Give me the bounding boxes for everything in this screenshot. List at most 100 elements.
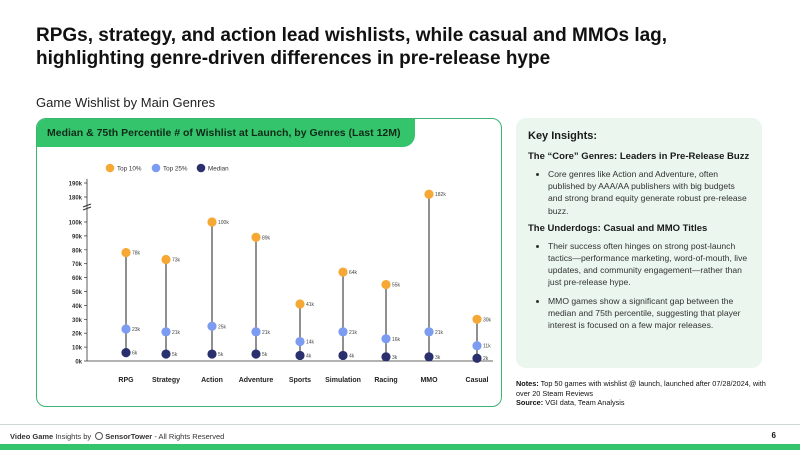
page-title: RPGs, strategy, and action lead wishlist… bbox=[36, 25, 668, 69]
data-label: 89k bbox=[262, 235, 271, 241]
data-label: 55k bbox=[392, 283, 401, 289]
data-point bbox=[161, 349, 171, 359]
data-label: 25k bbox=[218, 324, 227, 330]
data-label: 73k bbox=[172, 258, 181, 264]
data-label: 5k bbox=[262, 352, 268, 358]
footer-accent-bar bbox=[0, 444, 800, 450]
x-tick-label: Racing bbox=[374, 377, 397, 384]
legend-marker bbox=[196, 163, 206, 173]
data-label: 5k bbox=[218, 352, 224, 358]
data-point bbox=[338, 327, 348, 337]
data-label: 21k bbox=[435, 330, 444, 336]
x-tick-label: MMO bbox=[420, 377, 438, 384]
x-tick-label: Casual bbox=[466, 377, 489, 384]
wishlist-chart: 0k 10k 20k 30k 40k 50k 60k 70k 80k 90k 100k 180k 190… bbox=[69, 163, 493, 384]
x-tick-label: Simulation bbox=[325, 377, 361, 384]
insight-bullet: Their success often hinges on strong pos… bbox=[548, 240, 750, 289]
data-label: 4k bbox=[306, 353, 312, 359]
insights-list-underdogs: Their success often hinges on strong pos… bbox=[528, 240, 750, 331]
source-text: VGI data, Team Analysis bbox=[545, 398, 625, 407]
y-tick-label: 50k bbox=[72, 290, 83, 296]
y-tick-label: 70k bbox=[72, 262, 83, 268]
x-tick-label: Strategy bbox=[152, 377, 180, 384]
data-point bbox=[424, 327, 434, 337]
data-point bbox=[251, 232, 261, 242]
y-tick-label: 80k bbox=[72, 248, 83, 254]
axis-break-mark bbox=[82, 203, 92, 208]
data-point bbox=[161, 254, 171, 265]
data-point bbox=[251, 327, 261, 337]
data-point bbox=[472, 314, 482, 324]
data-label: 11k bbox=[483, 344, 491, 350]
data-label: 3k bbox=[392, 355, 398, 361]
notes-block: Notes: Top 50 games with wishlist @ laun… bbox=[516, 379, 776, 408]
data-label: 14k bbox=[306, 340, 315, 346]
insights-heading-underdogs: The Underdogs: Casual and MMO Titles bbox=[528, 222, 708, 234]
data-point bbox=[424, 189, 434, 199]
footer-divider bbox=[0, 424, 800, 425]
data-point bbox=[381, 279, 391, 290]
data-point bbox=[207, 349, 217, 359]
data-point bbox=[295, 336, 305, 347]
x-tick-label: Sports bbox=[289, 377, 311, 384]
data-label: 21k bbox=[172, 330, 181, 336]
y-tick-label: 10k bbox=[72, 346, 83, 352]
data-label: 78k bbox=[132, 251, 141, 257]
data-label: 6k bbox=[132, 351, 138, 357]
data-point bbox=[381, 334, 391, 344]
insight-bullet: Core genres like Action and Adventure, o… bbox=[548, 168, 750, 217]
x-tick-label: Action bbox=[201, 377, 223, 384]
source-label: Source: bbox=[516, 398, 544, 407]
insights-heading-core: The “Core” Genres: Leaders in Pre-Releas… bbox=[528, 151, 750, 162]
data-label: 2k bbox=[483, 356, 489, 362]
y-tick-label: 40k bbox=[72, 304, 83, 310]
data-label: 5k bbox=[172, 352, 178, 358]
data-label: 64k bbox=[349, 270, 358, 276]
legend-marker bbox=[151, 163, 161, 173]
insights-list-core: Core genres like Action and Adventure, o… bbox=[528, 168, 750, 217]
rights-text: - All Rights Reserved bbox=[154, 432, 225, 441]
data-label: 21k bbox=[262, 330, 271, 336]
y-tick-label: 20k bbox=[72, 332, 83, 338]
data-label: 30k bbox=[483, 317, 492, 323]
data-point bbox=[472, 341, 482, 351]
legend-label: Median bbox=[208, 166, 229, 173]
sensortower-logo-icon bbox=[95, 432, 104, 440]
brand-bold: Video Game bbox=[10, 432, 54, 441]
data-point bbox=[251, 349, 261, 359]
data-point bbox=[161, 327, 171, 337]
data-label: 100k bbox=[218, 220, 229, 226]
data-point bbox=[121, 247, 131, 258]
data-point bbox=[472, 353, 482, 363]
insights-title: Key Insights: bbox=[528, 130, 598, 142]
y-tick-label: 90k bbox=[72, 234, 83, 240]
x-tick-label: Adventure bbox=[239, 377, 274, 384]
y-tick-label: 30k bbox=[72, 318, 83, 324]
y-tick-label: 190k bbox=[69, 182, 83, 188]
footer-brand: Video Game Insights by SensorTower - All… bbox=[10, 432, 224, 441]
data-point bbox=[295, 350, 305, 361]
data-label: 23k bbox=[132, 327, 141, 333]
key-insights-panel: Key Insights: The “Core” Genres: Leaders… bbox=[516, 118, 762, 368]
y-tick-label: 100k bbox=[69, 221, 83, 227]
data-point bbox=[121, 324, 131, 334]
axis-break-mark bbox=[82, 206, 92, 211]
data-label: 21k bbox=[349, 330, 358, 336]
data-point bbox=[338, 350, 348, 361]
data-label: 3k bbox=[435, 355, 441, 361]
brand-rest: Insights by bbox=[55, 432, 92, 441]
data-point bbox=[207, 217, 217, 227]
y-tick-label: 180k bbox=[69, 196, 83, 202]
notes-text: Top 50 games with wishlist @ launch, lau… bbox=[516, 379, 766, 398]
page-number: 6 bbox=[771, 431, 776, 440]
data-label: 4k bbox=[349, 353, 355, 359]
data-point bbox=[295, 299, 305, 309]
y-tick-label: 0k bbox=[75, 360, 82, 366]
notes-label: Notes: bbox=[516, 379, 539, 388]
x-tick-label: RPG bbox=[118, 377, 134, 384]
data-point bbox=[207, 321, 217, 331]
data-label: 41k bbox=[306, 302, 315, 308]
data-label: 16k bbox=[392, 337, 401, 343]
legend-label: Top 25% bbox=[163, 166, 188, 173]
legend-label: Top 10% bbox=[117, 166, 142, 173]
